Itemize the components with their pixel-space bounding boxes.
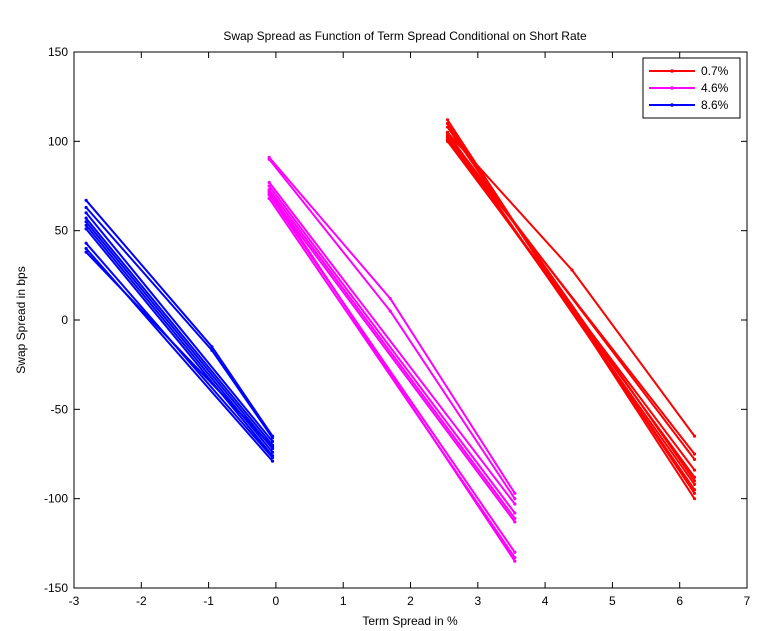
data-point <box>692 497 697 501</box>
series-line <box>268 181 516 505</box>
data-point <box>692 491 697 495</box>
data-point <box>692 434 697 438</box>
series-1 <box>445 118 697 501</box>
axis-layer: -3 -2 -1 0 1 2 3 4 5 6 7 -150 -100 -50 0 50 100 150 <box>44 45 751 608</box>
data-point <box>84 216 88 220</box>
data-point <box>692 457 697 461</box>
data-point <box>84 205 88 210</box>
data-point <box>267 157 271 161</box>
data-point <box>445 118 450 122</box>
data-point <box>388 296 392 301</box>
x-tick-label: 0 <box>273 594 280 608</box>
series-line <box>268 189 516 519</box>
data-point <box>570 268 574 272</box>
data-point <box>270 436 275 440</box>
data-point <box>84 198 88 202</box>
data-point <box>513 520 517 524</box>
series-line <box>268 185 516 514</box>
series-line <box>268 190 516 562</box>
data-point <box>270 450 275 454</box>
data-point <box>445 139 450 143</box>
y-tick-label: -150 <box>44 581 68 595</box>
data-point <box>692 482 697 486</box>
data-point <box>513 502 517 506</box>
data-point <box>267 196 271 201</box>
data-point <box>84 211 88 215</box>
x-tick-label: -2 <box>136 594 147 608</box>
series-line <box>446 126 696 482</box>
data-point <box>84 220 88 224</box>
x-tick-label: 5 <box>609 594 616 608</box>
x-tick-label: 6 <box>676 594 683 608</box>
series-layer <box>84 118 697 563</box>
data-point <box>210 348 214 352</box>
data-point <box>210 345 214 349</box>
legend-marker <box>670 103 674 107</box>
data-point <box>270 445 275 449</box>
x-tick-label: -1 <box>203 594 214 608</box>
series-line <box>446 140 696 471</box>
data-point <box>513 491 517 495</box>
legend-label: 4.6% <box>701 81 729 95</box>
data-point <box>692 452 697 456</box>
series-line <box>446 135 696 485</box>
data-point <box>84 241 88 245</box>
data-point <box>513 559 517 563</box>
series-line <box>446 137 696 455</box>
legend-label: 8.6% <box>701 98 729 112</box>
legend-marker <box>670 69 674 73</box>
legend-marker <box>670 86 674 90</box>
data-point <box>84 223 88 227</box>
data-point <box>267 189 271 193</box>
data-point <box>513 516 517 520</box>
data-point <box>513 497 517 501</box>
x-tick-label: 7 <box>744 594 751 608</box>
y-tick-label: -100 <box>44 492 68 506</box>
series-line <box>85 251 274 448</box>
series-2 <box>267 155 517 563</box>
y-axis-label: Swap Spread in bps <box>14 266 28 373</box>
x-tick-label: 2 <box>407 594 414 608</box>
data-point <box>267 184 271 188</box>
legend-label: 0.7% <box>701 64 729 78</box>
data-point <box>270 459 275 463</box>
data-point <box>513 550 517 554</box>
y-tick-label: 0 <box>61 313 68 327</box>
series-line <box>268 192 516 523</box>
series-line <box>85 221 274 450</box>
x-tick-label: 3 <box>474 594 481 608</box>
y-tick-label: 100 <box>48 134 68 148</box>
data-point <box>445 130 450 134</box>
data-point <box>692 468 697 472</box>
legend: 0.7% 4.6% 8.6% <box>642 57 741 119</box>
series-3 <box>84 198 275 463</box>
data-point <box>445 121 450 126</box>
series-line <box>85 212 274 443</box>
data-point <box>84 250 88 254</box>
x-axis-label: Term Spread in % <box>362 614 458 628</box>
chart-title: Swap Spread as Function of Term Spread C… <box>223 29 587 43</box>
series-line <box>85 217 274 446</box>
y-tick-label: 50 <box>55 224 69 238</box>
data-point <box>692 479 697 483</box>
data-point <box>267 180 271 185</box>
x-tick-label: -3 <box>69 594 80 608</box>
data-point <box>445 125 450 129</box>
data-point <box>388 309 392 313</box>
data-point <box>692 488 697 492</box>
data-point <box>513 511 517 515</box>
x-tick-label: 1 <box>340 594 347 608</box>
plot-area <box>73 51 748 589</box>
x-tick-label: 4 <box>542 594 549 608</box>
data-point <box>84 246 88 251</box>
data-point <box>270 455 275 460</box>
data-point <box>445 136 450 140</box>
y-tick-label: 150 <box>48 45 68 59</box>
data-point <box>270 439 275 444</box>
y-tick-label: -50 <box>51 402 69 416</box>
data-point <box>84 227 88 231</box>
series-line <box>85 228 274 457</box>
